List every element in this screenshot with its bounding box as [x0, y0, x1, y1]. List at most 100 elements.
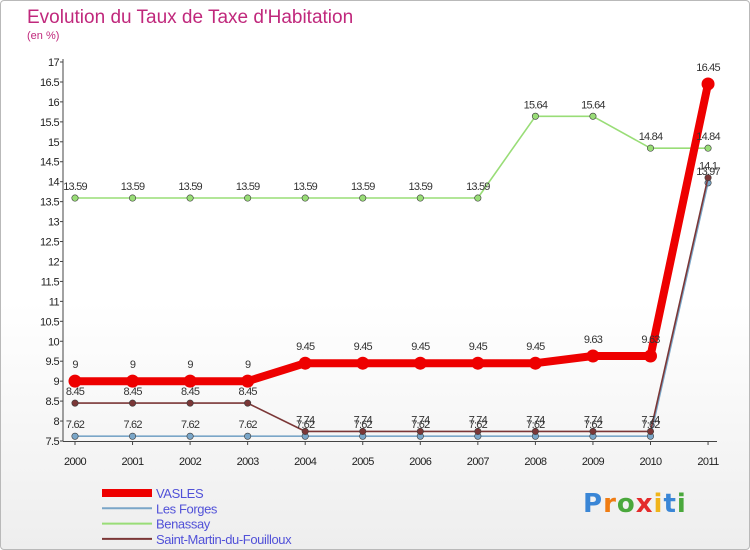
data-label: 9 — [72, 359, 78, 371]
data-point — [646, 427, 654, 435]
data-point — [704, 174, 712, 182]
data-label: 7.62 — [584, 419, 603, 431]
data-point — [646, 144, 654, 152]
y-tick-label: 7.5 — [46, 436, 60, 448]
legend-label: Saint-Martin-du-Fouilloux — [156, 532, 292, 547]
data-point — [68, 374, 82, 388]
legend-item: Les Forges — [102, 501, 218, 516]
data-point — [244, 399, 252, 407]
data-label: 14.84 — [639, 131, 663, 143]
data-point — [589, 112, 597, 120]
data-labels: 9 9 9 9 9.45 9.45 9.45 9.45 9.45 9.63 9.63 16.45 7.6… — [63, 62, 721, 431]
x-tick-label: 2006 — [409, 456, 432, 468]
data-label: 13.97 — [696, 166, 720, 178]
legend-label: VASLES — [156, 486, 204, 501]
data-point — [71, 194, 79, 202]
data-point — [71, 399, 79, 407]
data-point — [301, 427, 309, 435]
data-point — [474, 194, 482, 202]
series-line — [74, 115, 709, 199]
data-label: 13.59 — [178, 181, 202, 193]
y-tick-label: 8 — [53, 416, 59, 428]
data-point — [474, 427, 482, 435]
logo-letter: P — [583, 489, 604, 519]
logo-letter: o — [616, 489, 636, 519]
data-label: 16.45 — [696, 62, 720, 74]
y-tick-label: 14.5 — [40, 157, 59, 169]
data-point — [186, 399, 194, 407]
data-label: 13.59 — [351, 181, 375, 193]
data-label: 7.62 — [239, 419, 258, 431]
data-label: 7.62 — [411, 419, 430, 431]
axes — [62, 59, 717, 442]
legend-label: Les Forges — [156, 501, 218, 516]
data-label: 15.64 — [524, 99, 548, 111]
y-tick-label: 9.5 — [46, 356, 60, 368]
logo-letter: i — [676, 489, 687, 519]
series-les-forges — [71, 179, 712, 440]
data-point — [416, 194, 424, 202]
data-point — [586, 349, 600, 363]
logo-letter: x — [635, 489, 654, 519]
x-axis-ticks: 2000 2001 2002 2003 2004 2005 2006 2007 2008 2009… — [64, 441, 720, 468]
data-point — [129, 432, 137, 440]
data-point — [589, 427, 597, 435]
data-label: 8.45 — [123, 386, 142, 398]
data-point — [413, 356, 427, 370]
y-axis-ticks: 7.5 8 8.5 9 9.5 10 10.5 11 11.5 12 12.5 13 13.5 14 14.… — [40, 57, 63, 448]
series-line — [74, 182, 709, 438]
data-label: 7.74 — [584, 414, 603, 426]
data-label: 9 — [245, 359, 251, 371]
data-label: 9.45 — [411, 341, 430, 353]
chart-title: Evolution du Taux de Taxe d'Habitation — [27, 7, 354, 28]
data-label: 13.59 — [121, 181, 145, 193]
y-tick-label: 15.5 — [40, 117, 59, 129]
data-label: 7.74 — [354, 414, 373, 426]
data-label: 15.64 — [581, 99, 605, 111]
data-label: 9.45 — [526, 341, 545, 353]
data-label: 7.62 — [526, 419, 545, 431]
data-label: 8.45 — [66, 386, 85, 398]
data-label: 9.45 — [296, 341, 315, 353]
data-label: 7.74 — [469, 414, 488, 426]
data-label: 7.74 — [411, 414, 430, 426]
data-label: 7.62 — [469, 419, 488, 431]
y-tick-label: 13.5 — [40, 197, 59, 209]
data-point — [644, 349, 657, 363]
logo-letter: t — [663, 489, 677, 519]
x-tick-label: 2008 — [524, 456, 547, 468]
data-label: 7.62 — [354, 419, 373, 431]
data-label: 9.63 — [584, 334, 603, 346]
data-label: 8.45 — [181, 386, 200, 398]
data-point — [701, 77, 715, 91]
data-label: 13.59 — [63, 181, 87, 193]
legend-item: Saint-Martin-du-Fouilloux — [102, 532, 293, 547]
data-point — [704, 144, 712, 152]
data-point — [531, 112, 539, 120]
series-saint-martin-du-fouilloux — [71, 174, 712, 435]
data-point — [301, 194, 309, 202]
legend-item: VASLES — [102, 486, 204, 501]
data-point — [298, 356, 312, 370]
data-label: 7.74 — [296, 414, 315, 426]
legend-item: Benassay — [102, 517, 211, 532]
data-point — [186, 432, 194, 440]
data-label: 9 — [187, 359, 193, 371]
data-label: 14.84 — [696, 131, 720, 143]
data-point — [244, 432, 252, 440]
data-label: 7.62 — [123, 419, 142, 431]
data-label: 13.59 — [236, 181, 260, 193]
data-point — [416, 427, 424, 435]
x-tick-label: 2009 — [582, 456, 605, 468]
data-point — [126, 374, 140, 388]
data-point — [186, 194, 194, 202]
series-layer — [68, 77, 715, 440]
x-tick-label: 2003 — [237, 456, 260, 468]
logo-letter: i — [653, 489, 664, 519]
chart-unit-label: (en %) — [27, 30, 60, 42]
x-tick-label: 2001 — [122, 456, 145, 468]
y-tick-label: 11 — [49, 296, 60, 308]
